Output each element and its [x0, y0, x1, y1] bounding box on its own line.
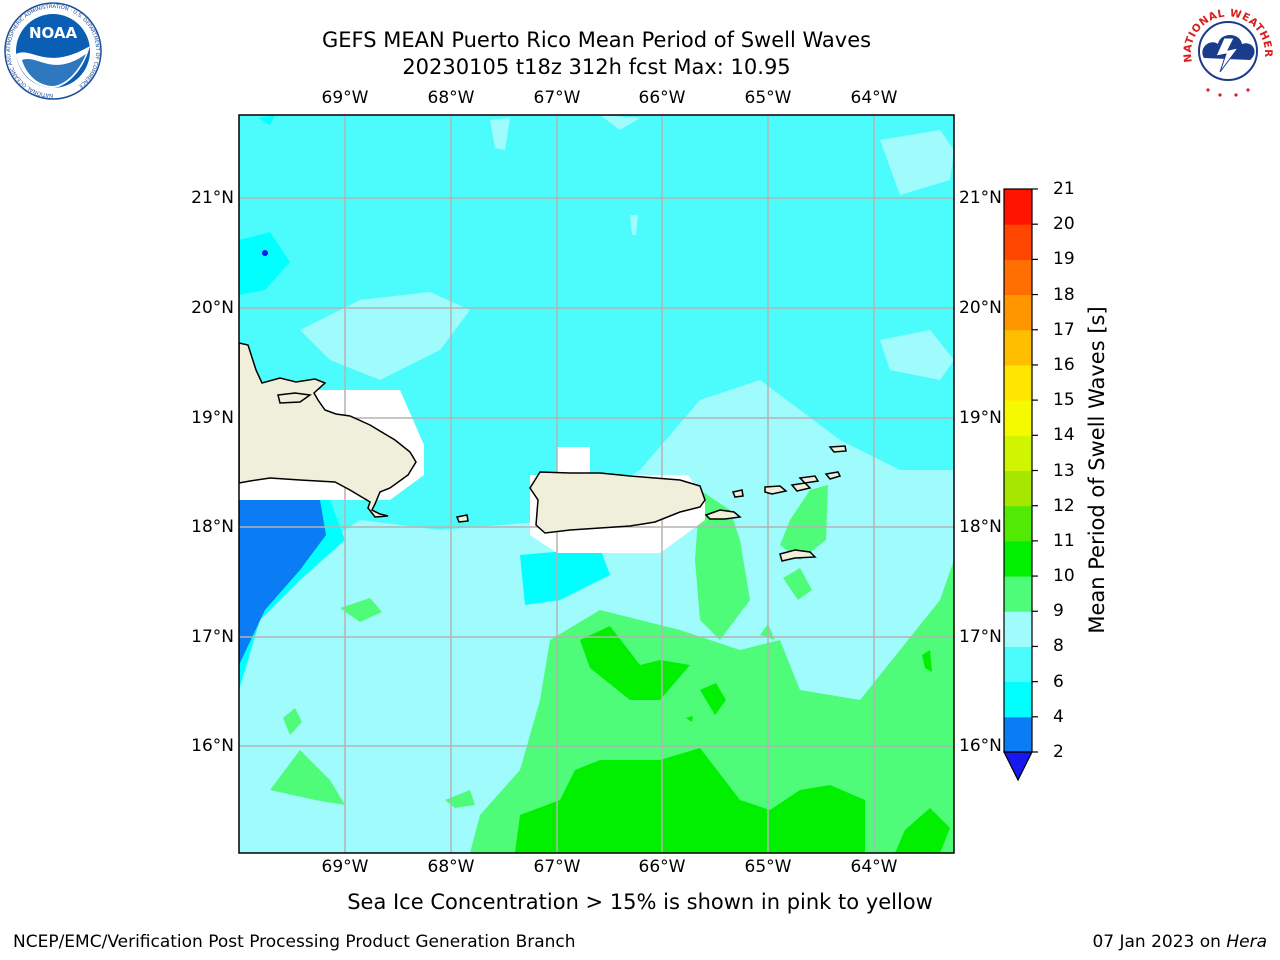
- footer-host: Hera: [1226, 932, 1267, 952]
- lat-label-right: 17°N: [959, 627, 1002, 647]
- colorbar-tick-label: 2: [1053, 742, 1064, 762]
- colorbar-tick-label: 10: [1053, 566, 1075, 587]
- colorbar-tick-label: 8: [1053, 636, 1064, 657]
- contour-fill-2-4: [239, 500, 326, 665]
- colorbar-segment: [1004, 435, 1032, 471]
- tortuga-island: [277, 392, 313, 404]
- colorbar-tick-label: 11: [1053, 530, 1075, 551]
- lon-label-bottom: 66°W: [638, 857, 686, 877]
- mona-island: [455, 514, 469, 523]
- colorbar-tick-label: 12: [1053, 495, 1075, 516]
- map-gridlines: [239, 115, 954, 853]
- lon-label-top: 64°W: [850, 88, 898, 108]
- vieques-island: [704, 509, 742, 520]
- lat-label-left: 21°N: [191, 188, 234, 208]
- colorbar-segment: [1004, 400, 1032, 436]
- colorbar-tick-label: 4: [1053, 706, 1064, 727]
- lon-label-bottom: 68°W: [427, 857, 475, 877]
- lon-label-top: 68°W: [427, 88, 475, 108]
- lat-label-right: 19°N: [959, 408, 1002, 428]
- sea-ice-note: Sea Ice Concentration > 15% is shown in …: [347, 890, 933, 914]
- lon-label-top: 69°W: [321, 88, 369, 108]
- hispaniola-land: [239, 342, 417, 518]
- colorbar: [1003, 188, 1038, 782]
- colorbar-segment: [1004, 611, 1032, 647]
- lon-label-bottom: 67°W: [533, 857, 581, 877]
- footer-date: 07 Jan 2023 on Hera: [1092, 932, 1267, 952]
- footer-date-text: 07 Jan 2023 on: [1092, 932, 1227, 952]
- noaa-logo-text: NOAA: [29, 24, 78, 42]
- colorbar-tick-label: 20: [1053, 214, 1075, 235]
- lat-label-left: 18°N: [191, 517, 234, 537]
- colorbar-segment: [1004, 259, 1032, 296]
- lon-label-top: 65°W: [744, 88, 792, 108]
- colorbar-segment: [1004, 294, 1032, 331]
- colorbar-segment: [1004, 189, 1032, 225]
- map-title: GEFS MEAN Puerto Rico Mean Period of Swe…: [321, 28, 872, 52]
- colorbar-tick-label: 13: [1053, 460, 1075, 481]
- lat-label-right: 21°N: [959, 188, 1002, 208]
- colorbar-tick-label: 19: [1053, 249, 1075, 270]
- lat-label-left: 19°N: [191, 408, 234, 428]
- lon-label-bottom: 69°W: [321, 857, 369, 877]
- puerto-rico-land: [529, 471, 706, 534]
- colorbar-tick-label: 17: [1053, 319, 1075, 340]
- colorbar-segment: [1004, 716, 1032, 753]
- colorbar-segment: [1004, 505, 1032, 542]
- lon-label-top: 66°W: [638, 88, 686, 108]
- colorbar-tick-label: 21: [1053, 179, 1075, 199]
- lat-label-left: 17°N: [191, 627, 234, 647]
- colorbar-segment: [1004, 470, 1032, 507]
- colorbar-tick-label: 6: [1053, 671, 1064, 692]
- colorbar-tick-label: 14: [1053, 425, 1075, 446]
- colorbar-tick-label: 15: [1053, 390, 1075, 411]
- colorbar-segment: [1004, 646, 1032, 683]
- colorbar-segment: [1004, 329, 1032, 366]
- lon-label-top: 67°W: [533, 88, 581, 108]
- lat-label-right: 20°N: [959, 298, 1002, 318]
- colorbar-segment: [1004, 364, 1032, 401]
- colorbar-segment: [1004, 540, 1032, 577]
- map-frame: [238, 114, 955, 854]
- colorbar-title: Mean Period of Swell Waves [s]: [1085, 306, 1109, 634]
- colorbar-tick-label: 18: [1053, 284, 1075, 305]
- footer-organization: NCEP/EMC/Verification Post Processing Pr…: [13, 932, 576, 952]
- contour-fill-below-2: [262, 250, 268, 256]
- colorbar-segment: [1004, 681, 1032, 718]
- lat-label-left: 16°N: [191, 736, 234, 756]
- colorbar-segment: [1004, 576, 1032, 612]
- lat-label-left: 20°N: [191, 298, 234, 318]
- land-masses: [239, 342, 847, 562]
- colorbar-under-extension: [1003, 751, 1033, 782]
- lat-label-right: 18°N: [959, 517, 1002, 537]
- colorbar-tick-label: 9: [1053, 601, 1064, 622]
- st-croix-island: [779, 549, 817, 562]
- nws-logo: NATIONAL WEATHER SERVICE: [1178, 2, 1275, 98]
- noaa-logo: NATIONAL OCEANIC AND ATMOSPHERIC ADMINIS…: [4, 2, 102, 100]
- lon-label-bottom: 64°W: [850, 857, 898, 877]
- lon-label-bottom: 65°W: [744, 857, 792, 877]
- map-subtitle-forecast: 20230105 t18z 312h fcst Max: 10.95: [402, 55, 791, 79]
- colorbar-segment: [1004, 224, 1032, 260]
- colorbar-tick-label: 16: [1053, 354, 1075, 375]
- lat-label-right: 16°N: [959, 736, 1002, 756]
